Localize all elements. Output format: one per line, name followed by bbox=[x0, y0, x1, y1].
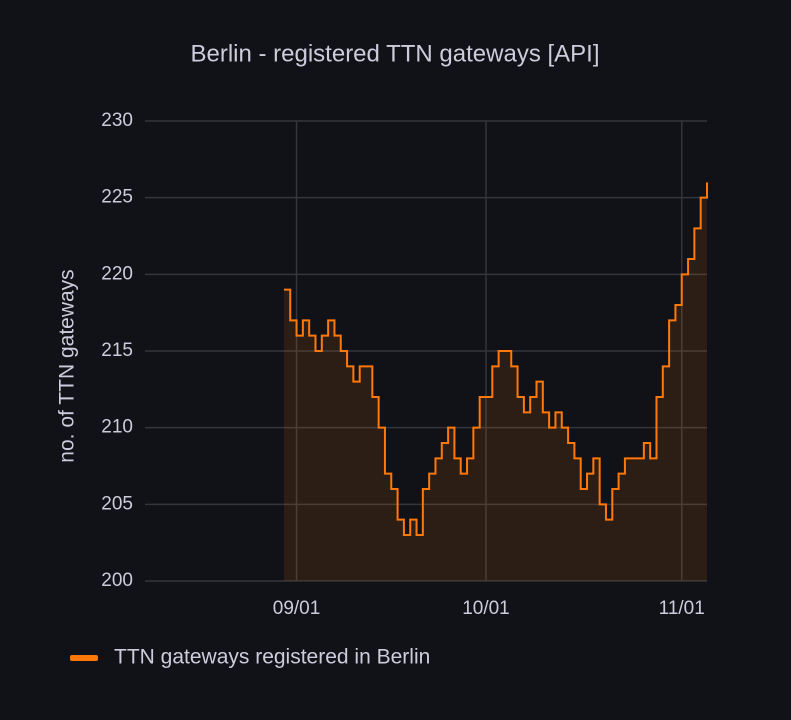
legend-label: TTN gateways registered in Berlin bbox=[114, 646, 430, 669]
legend-swatch bbox=[70, 655, 98, 661]
y-tick-label: 205 bbox=[101, 493, 133, 514]
x-tick-label: 11/01 bbox=[659, 598, 705, 619]
y-tick-label: 215 bbox=[101, 340, 133, 361]
y-tick-label: 230 bbox=[101, 110, 133, 131]
area bbox=[283, 182, 707, 582]
y-tick-label: 210 bbox=[101, 417, 133, 438]
y-tick-label: 220 bbox=[101, 263, 133, 284]
y-axis-label: no. of TTN gateways bbox=[56, 269, 79, 462]
x-tick-label: 09/01 bbox=[273, 598, 321, 619]
chart-title: Berlin - registered TTN gateways [API] bbox=[190, 40, 599, 67]
x-tick-label: 10/01 bbox=[462, 598, 510, 619]
y-tick-label: 225 bbox=[101, 187, 133, 208]
y-tick-label: 200 bbox=[101, 570, 133, 591]
line bbox=[283, 182, 708, 536]
